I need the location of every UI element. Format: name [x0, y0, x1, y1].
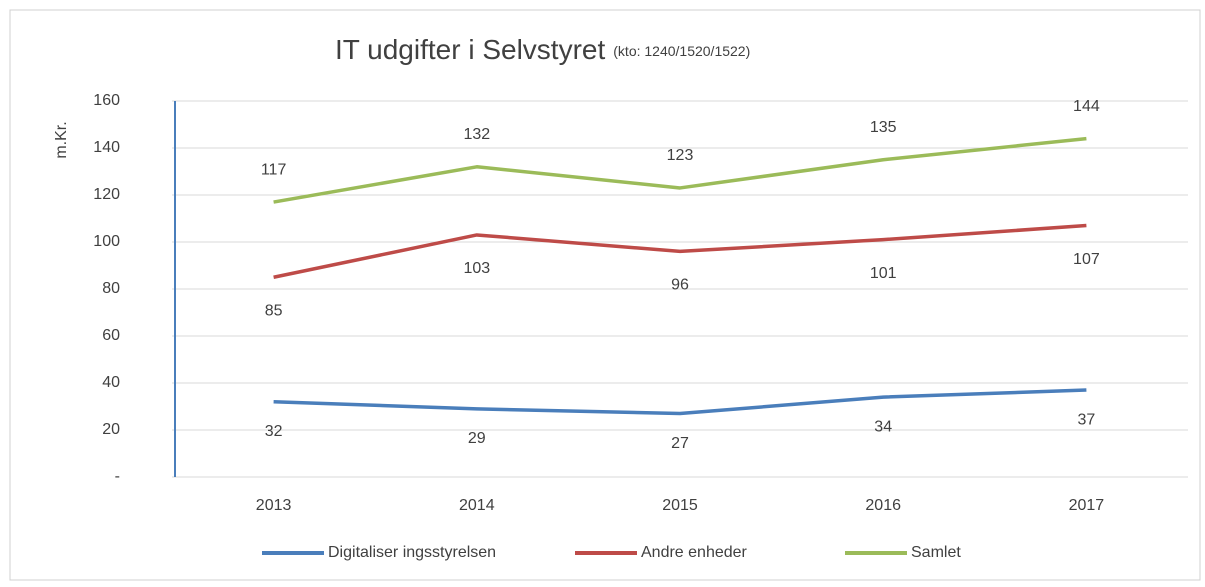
x-tick-label: 2017: [1069, 497, 1105, 514]
y-tick-label: 20: [102, 421, 120, 438]
chart-subtitle: (kto: 1240/1520/1522): [613, 43, 750, 59]
y-tick-label: 160: [93, 92, 120, 109]
x-tick-label: 2015: [662, 497, 698, 514]
y-axis-label: m.Kr.: [53, 121, 70, 158]
data-label: 135: [870, 119, 897, 136]
data-label: 144: [1073, 98, 1100, 115]
legend-label: Andre enheder: [641, 544, 748, 561]
y-tick-label: -: [115, 468, 120, 485]
data-label: 101: [870, 265, 897, 282]
x-tick-label: 2014: [459, 497, 495, 514]
data-label: 123: [667, 147, 694, 164]
y-tick-label: 100: [93, 233, 120, 250]
series-line: [273, 136, 1087, 204]
y-tick-label: 140: [93, 139, 120, 156]
y-tick-label: 120: [93, 186, 120, 203]
data-label: 27: [671, 435, 689, 452]
chart-frame: [9, 9, 1201, 581]
y-tick-label: 60: [102, 327, 120, 344]
data-label: 37: [1078, 411, 1096, 428]
data-label: 85: [265, 302, 283, 319]
data-label: 34: [874, 418, 892, 435]
data-label: 29: [468, 430, 486, 447]
x-tick-label: 2013: [256, 497, 292, 514]
series-line: [273, 388, 1087, 416]
y-tick-label: 40: [102, 374, 120, 391]
data-label: 117: [261, 161, 287, 178]
chart-title: IT udgifter i Selvstyret: [335, 34, 605, 65]
x-tick-label: 2016: [865, 497, 901, 514]
legend-label: Digitaliser ingsstyrelsen: [328, 544, 496, 561]
y-tick-label: 80: [102, 280, 120, 297]
data-label: 96: [671, 277, 689, 294]
data-label: 107: [1073, 251, 1100, 268]
series-line: [273, 223, 1087, 279]
data-label: 103: [463, 260, 490, 277]
data-label: 132: [463, 126, 490, 143]
data-label: 32: [265, 423, 283, 440]
chart-title-group: IT udgifter i Selvstyret (kto: 1240/1520/…: [335, 34, 750, 65]
legend-label: Samlet: [911, 544, 961, 561]
